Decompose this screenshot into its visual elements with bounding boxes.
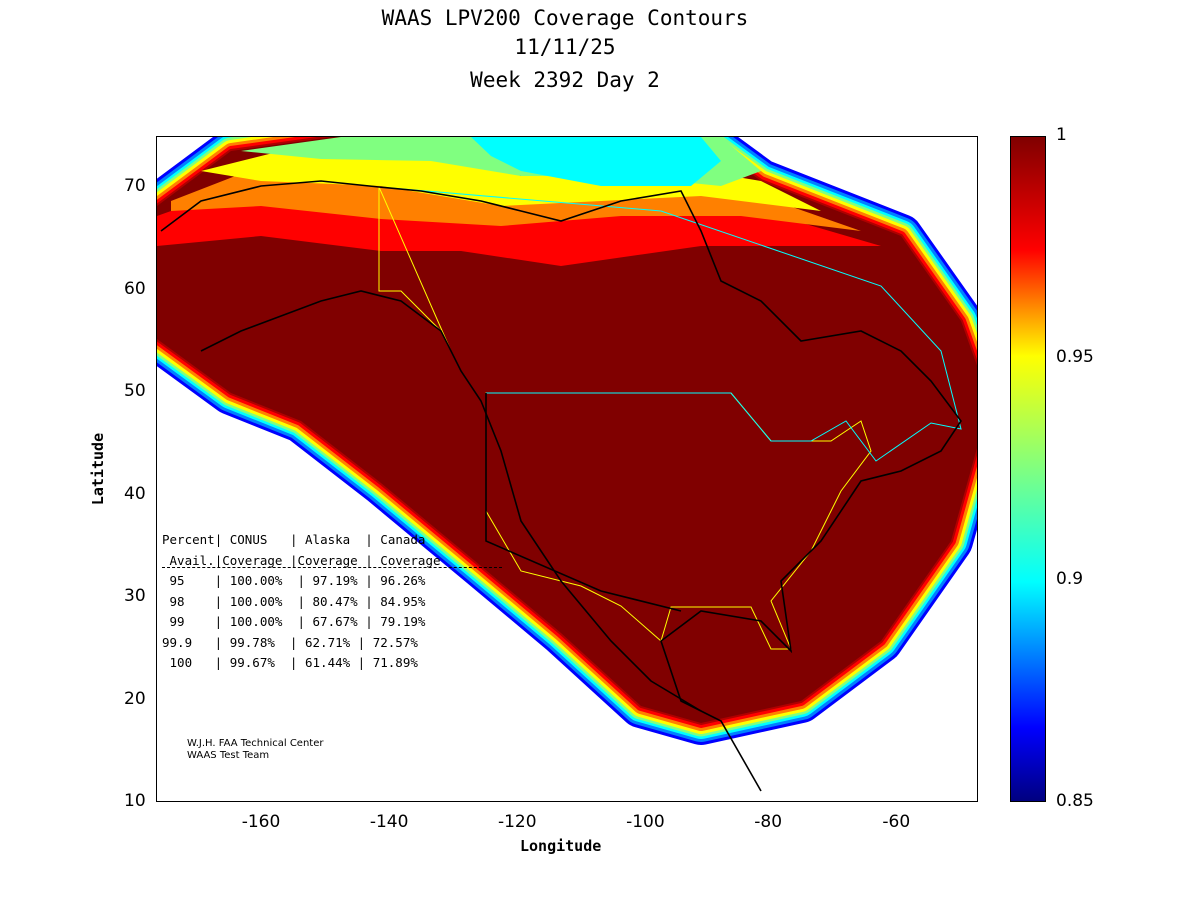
x-tick-label: -100 <box>626 812 665 832</box>
canada-border <box>378 186 962 462</box>
title-line-1: WAAS LPV200 Coverage Contours <box>381 6 749 30</box>
y-tick-label: 10 <box>124 791 146 811</box>
colorbar <box>1010 136 1046 802</box>
title-line-2: 11/11/25 <box>514 35 616 59</box>
y-axis-label: Latitude <box>89 432 108 506</box>
table-row: 95 | 100.00% | 97.19% | 96.26% <box>162 573 426 588</box>
y-tick-label: 30 <box>124 586 146 607</box>
coverage-map <box>157 137 977 792</box>
table-row: 100 | 99.67% | 61.44% | 71.89% <box>162 655 418 670</box>
table-row: 99 | 100.00% | 67.67% | 79.19% <box>162 614 426 629</box>
coastlines <box>160 180 962 792</box>
y-tick-label: 20 <box>124 688 146 709</box>
table-row: 99.9 | 99.78% | 62.71% | 72.57% <box>162 634 418 650</box>
band-core-coverage <box>157 137 977 723</box>
x-axis-label: Longitude <box>520 837 602 855</box>
colorbar-tick-label: 0.85 <box>1056 791 1094 811</box>
x-tick-label: -80 <box>754 812 783 832</box>
y-tick-label: 40 <box>124 483 146 504</box>
credit-text: W.J.H. FAA Technical Center WAAS Test Te… <box>187 738 324 761</box>
colorbar-tick-label: 1 <box>1056 125 1067 145</box>
y-tick-label: 50 <box>124 381 146 402</box>
table-row: 98 | 100.00% | 80.47% | 84.95% <box>162 593 426 609</box>
x-tick-label: -140 <box>369 812 409 832</box>
table-header-1: Percent| CONUS | Alaska | Canada <box>162 532 426 547</box>
x-tick-label: -120 <box>497 812 537 832</box>
y-tick-label: 60 <box>124 278 146 299</box>
colorbar-tick-label: 0.9 <box>1056 569 1084 589</box>
x-tick-label: -60 <box>882 812 911 832</box>
map-plot-area <box>156 136 978 802</box>
colorbar-tick-label: 0.95 <box>1056 347 1094 367</box>
y-tick-label: 70 <box>124 176 146 197</box>
x-tick-label: -160 <box>241 812 281 832</box>
table-divider <box>162 567 502 568</box>
coverage-table: Percent| CONUS | Alaska | Canada Avail.|… <box>162 530 441 674</box>
title-line-3: Week 2392 Day 2 <box>470 68 660 92</box>
table-rows: 95 | 100.00% | 97.19% | 96.26% 98 | 100.… <box>162 573 425 670</box>
table-header-2: Avail.|Coverage |Coverage | Coverage <box>169 552 441 568</box>
north-cyan-area <box>471 137 721 186</box>
